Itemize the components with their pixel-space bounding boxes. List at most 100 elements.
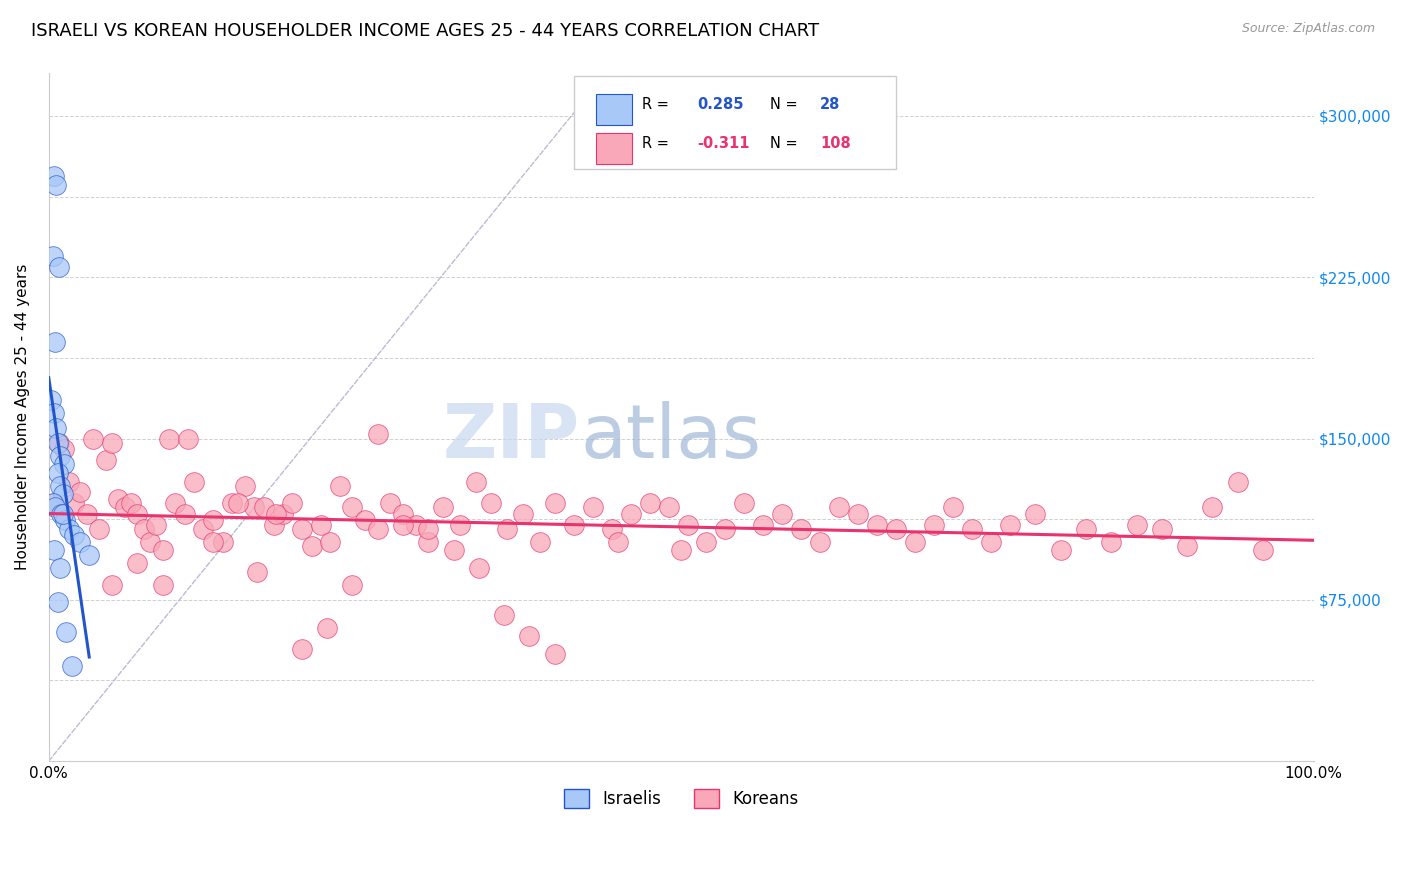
Point — [41, 496, 63, 510]
Point — [165, 496, 187, 510]
Point — [42, 496, 65, 510]
Text: -0.311: -0.311 — [697, 136, 751, 152]
Point — [49, 449, 72, 463]
Point — [221, 496, 243, 510]
Point — [202, 534, 225, 549]
Point — [465, 475, 488, 489]
Point — [52, 507, 75, 521]
Text: Source: ZipAtlas.com: Source: ZipAtlas.com — [1241, 22, 1375, 36]
Point — [676, 517, 699, 532]
Point — [246, 565, 269, 579]
Point — [657, 500, 679, 515]
Text: N =: N = — [769, 97, 801, 112]
Point — [48, 260, 70, 274]
Point — [183, 475, 205, 489]
Point — [53, 513, 76, 527]
Text: 28: 28 — [820, 97, 841, 112]
Point — [443, 543, 465, 558]
Point — [529, 534, 551, 549]
Point — [669, 543, 692, 558]
Point — [242, 500, 264, 515]
Text: atlas: atlas — [581, 401, 761, 475]
Point — [329, 479, 352, 493]
Point — [45, 178, 67, 192]
Point — [494, 607, 516, 622]
Point — [253, 500, 276, 515]
Point — [418, 522, 440, 536]
Point — [52, 442, 75, 457]
Point — [139, 534, 162, 549]
Point — [114, 500, 136, 515]
Point — [562, 517, 585, 532]
Point — [52, 487, 75, 501]
Point — [291, 522, 314, 536]
Point — [46, 466, 69, 480]
Point — [468, 560, 491, 574]
Point — [519, 629, 541, 643]
Point — [63, 528, 86, 542]
Point — [1251, 543, 1274, 558]
Point — [1074, 522, 1097, 536]
Point — [46, 595, 69, 609]
Point — [582, 500, 605, 515]
Point — [152, 543, 174, 558]
Point — [51, 507, 73, 521]
Point — [1099, 534, 1122, 549]
Point — [980, 534, 1002, 549]
Point — [266, 507, 288, 521]
Point — [1175, 539, 1198, 553]
Point — [922, 517, 945, 532]
Point — [495, 522, 517, 536]
Point — [1024, 507, 1046, 521]
Point — [1125, 517, 1147, 532]
Point — [752, 517, 775, 532]
Point — [233, 479, 256, 493]
Point — [544, 647, 567, 661]
Point — [212, 534, 235, 549]
Point — [202, 513, 225, 527]
Point — [342, 500, 364, 515]
Point — [42, 406, 65, 420]
Point — [620, 507, 643, 521]
Point — [342, 578, 364, 592]
Point — [191, 522, 214, 536]
Point — [866, 517, 889, 532]
Point — [770, 507, 793, 521]
Point — [42, 169, 65, 184]
Point — [1226, 475, 1249, 489]
Point — [63, 496, 86, 510]
Point — [120, 496, 142, 510]
Text: 108: 108 — [820, 136, 851, 152]
Point — [94, 453, 117, 467]
Point — [69, 485, 91, 500]
FancyBboxPatch shape — [574, 77, 896, 169]
Point — [177, 432, 200, 446]
Point — [48, 435, 70, 450]
Point — [46, 435, 69, 450]
Point — [367, 427, 389, 442]
Point — [1049, 543, 1071, 558]
Point — [77, 548, 100, 562]
Point — [107, 491, 129, 506]
Point — [263, 517, 285, 532]
Point — [367, 522, 389, 536]
Point — [55, 625, 77, 640]
Point — [733, 496, 755, 510]
Point — [174, 507, 197, 521]
Text: ZIP: ZIP — [443, 401, 581, 475]
Point — [76, 507, 98, 521]
Point — [42, 543, 65, 558]
Point — [481, 496, 503, 510]
Point — [544, 496, 567, 510]
Point — [392, 507, 415, 521]
Point — [846, 507, 869, 521]
Point — [44, 500, 66, 515]
Point — [127, 507, 149, 521]
Point — [152, 578, 174, 592]
Point — [49, 479, 72, 493]
Point — [58, 475, 80, 489]
Legend: Israelis, Koreans: Israelis, Koreans — [557, 782, 806, 814]
Point — [301, 539, 323, 553]
Point — [316, 621, 339, 635]
Point — [449, 517, 471, 532]
